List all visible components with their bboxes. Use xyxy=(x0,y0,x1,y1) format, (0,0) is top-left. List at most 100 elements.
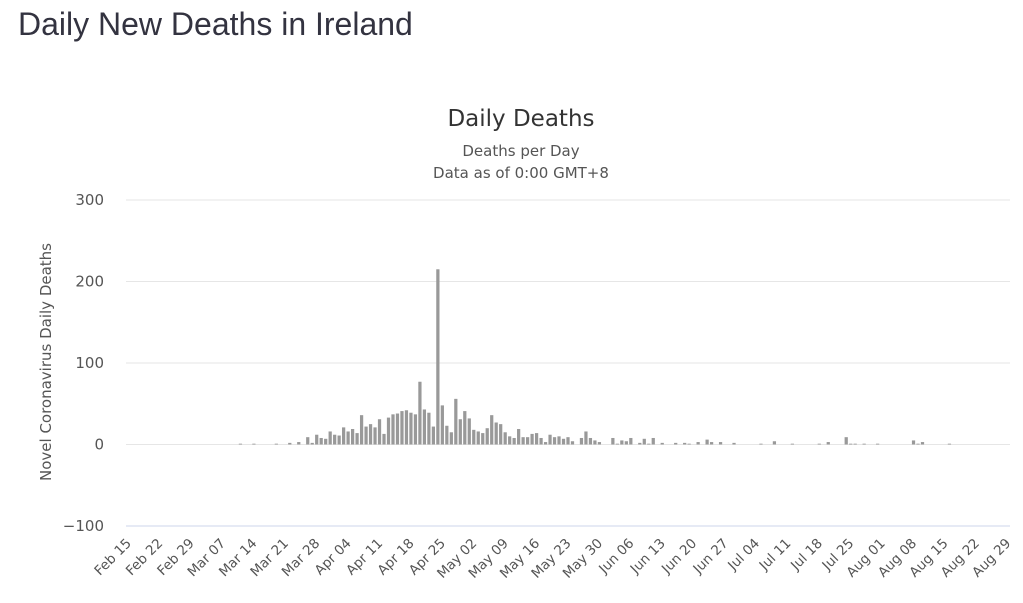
bar xyxy=(422,409,427,445)
bar xyxy=(817,443,821,445)
bar xyxy=(557,436,561,445)
bar xyxy=(579,437,584,445)
bar xyxy=(427,412,431,445)
bar xyxy=(436,269,440,445)
bar xyxy=(642,438,646,445)
bar xyxy=(790,443,794,445)
bar xyxy=(368,424,373,445)
bar xyxy=(512,437,516,445)
bar xyxy=(395,413,400,445)
bar xyxy=(404,410,409,445)
y-axis-ticks: 300 200 100 0 −100 xyxy=(63,191,104,535)
bar xyxy=(324,438,328,445)
bar xyxy=(333,434,337,445)
bar xyxy=(696,442,700,445)
bar xyxy=(490,415,494,445)
x-tick-label: Jul 04 xyxy=(724,536,763,575)
bar xyxy=(485,428,489,445)
bar xyxy=(660,442,664,445)
bar xyxy=(440,405,444,445)
bar xyxy=(400,411,404,445)
bar xyxy=(651,437,655,445)
bar xyxy=(570,441,575,445)
bar xyxy=(337,435,341,445)
bar xyxy=(319,437,323,445)
bar xyxy=(849,443,853,445)
bars xyxy=(238,269,952,445)
y-tick-label: 200 xyxy=(75,273,104,291)
bar xyxy=(732,442,736,445)
x-tick-label: Jun 13 xyxy=(627,536,669,578)
bar xyxy=(624,441,628,445)
bar xyxy=(826,442,830,445)
bar xyxy=(252,443,256,445)
bar xyxy=(517,429,521,445)
bar xyxy=(947,443,952,445)
bar xyxy=(772,441,777,445)
bar xyxy=(588,437,593,445)
bar xyxy=(534,433,539,445)
bar xyxy=(364,426,368,445)
bar xyxy=(916,443,920,445)
bar xyxy=(561,438,566,445)
bar xyxy=(382,433,386,445)
bar xyxy=(454,398,458,445)
bar xyxy=(611,437,615,445)
bar xyxy=(409,412,413,445)
bar xyxy=(503,432,507,445)
bar xyxy=(463,411,467,445)
bar xyxy=(413,414,418,445)
page-heading: Daily New Deaths in Ireland xyxy=(18,6,413,42)
bar xyxy=(328,431,332,445)
bar xyxy=(306,437,310,445)
bar xyxy=(310,442,314,445)
bar xyxy=(445,425,449,445)
bar xyxy=(920,442,925,445)
bar xyxy=(386,417,391,445)
bar xyxy=(342,427,346,445)
bar xyxy=(638,442,642,445)
bar xyxy=(315,434,319,445)
bar xyxy=(238,443,243,445)
bar xyxy=(481,433,485,445)
bar xyxy=(683,442,687,445)
bar xyxy=(391,414,395,445)
bar xyxy=(476,431,480,445)
chart-title: Daily Deaths xyxy=(447,106,594,132)
bar xyxy=(543,442,548,445)
bar xyxy=(615,443,619,445)
bar xyxy=(647,443,651,445)
gridlines xyxy=(126,199,1010,527)
bar xyxy=(530,433,534,445)
bar xyxy=(494,422,498,445)
bar xyxy=(472,429,476,445)
bar xyxy=(467,418,471,445)
x-tick-label: Jun 20 xyxy=(658,536,700,578)
bar xyxy=(718,442,723,445)
bar xyxy=(508,436,512,445)
bar xyxy=(593,440,597,445)
bar xyxy=(876,443,880,445)
bar xyxy=(674,442,678,445)
bar xyxy=(548,434,552,445)
bar xyxy=(759,443,763,445)
bar xyxy=(346,431,350,445)
bar xyxy=(552,437,557,445)
bar xyxy=(288,442,292,445)
x-tick-label: Jul 18 xyxy=(787,536,826,575)
bar xyxy=(705,439,709,445)
x-tick-label: Jul 11 xyxy=(756,536,795,575)
bar xyxy=(566,437,570,445)
x-tick-label: Jun 06 xyxy=(595,536,637,578)
bar xyxy=(449,432,453,445)
bar xyxy=(844,437,848,445)
bar xyxy=(377,419,382,445)
bar xyxy=(499,424,503,445)
chart-subtitle-line-1: Deaths per Day xyxy=(462,142,579,160)
y-tick-label: 0 xyxy=(94,436,104,454)
bar xyxy=(853,443,857,445)
bar xyxy=(862,443,866,445)
bar xyxy=(539,437,543,445)
